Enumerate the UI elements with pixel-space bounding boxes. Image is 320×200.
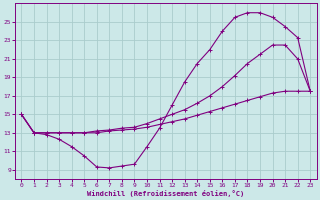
X-axis label: Windchill (Refroidissement éolien,°C): Windchill (Refroidissement éolien,°C) <box>87 190 244 197</box>
